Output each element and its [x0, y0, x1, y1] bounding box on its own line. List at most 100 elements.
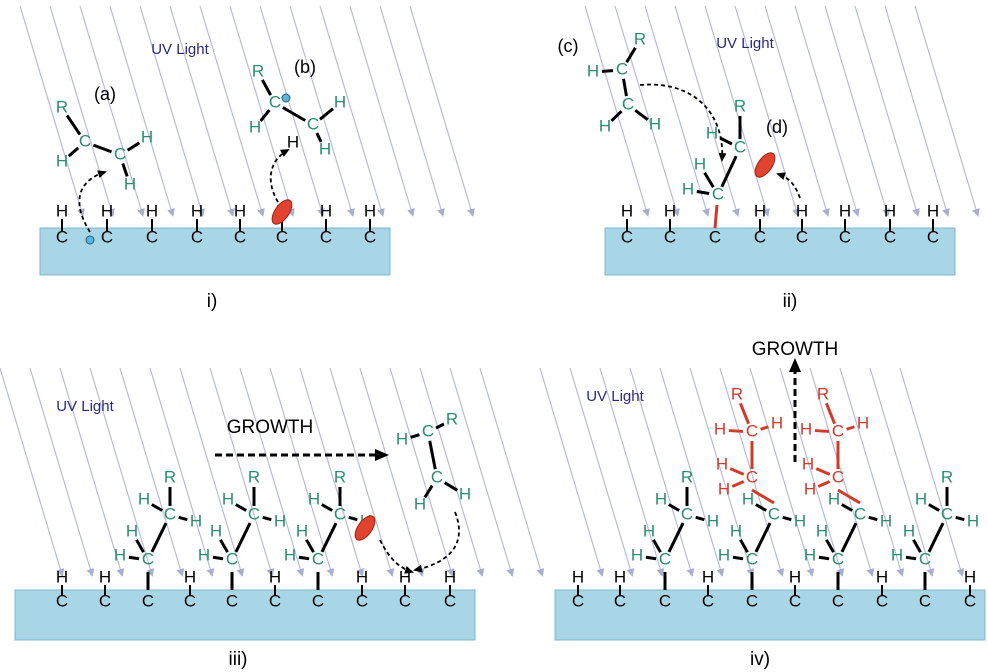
panel-label: iii): [229, 649, 248, 670]
uv-ray: [795, 6, 858, 215]
bond: [213, 557, 223, 558]
atom: H: [396, 429, 408, 448]
surface-carbon: C: [702, 591, 714, 610]
surface-hydrogen: H: [364, 201, 376, 220]
surface-hydrogen: H: [234, 201, 246, 220]
uv-label: UV Light: [56, 398, 114, 415]
bond: [847, 427, 855, 430]
bond: [756, 523, 770, 552]
surface-carbon: C: [614, 591, 626, 610]
atom: R: [734, 96, 746, 115]
atom: C: [616, 59, 628, 78]
atom: H: [707, 511, 719, 530]
atom: C: [307, 114, 319, 133]
growth-label: GROWTH: [752, 339, 839, 360]
bond: [752, 490, 774, 503]
uv-ray: [450, 368, 512, 575]
bond: [722, 156, 736, 187]
atom: H: [802, 454, 814, 473]
atom: R: [56, 97, 68, 116]
surface-carbon: C: [659, 591, 671, 610]
atom: H: [742, 489, 754, 508]
bond: [236, 523, 250, 552]
surface-hydrogen: H: [269, 567, 281, 586]
bond: [349, 517, 358, 519]
uv-ray: [870, 368, 932, 575]
diagram: UV Lighti)(a)(b)HCHCHCHCHCHCHCHCRCHCHHRC…: [0, 0, 988, 672]
atom: C: [79, 131, 91, 150]
atom: H: [141, 127, 153, 146]
atom: H: [138, 489, 150, 508]
uv-ray: [350, 6, 413, 215]
atom: H: [718, 545, 730, 564]
atom: C: [832, 549, 844, 568]
atom: H: [655, 489, 667, 508]
atom: H: [190, 511, 202, 530]
atom: R: [681, 467, 693, 486]
bond: [263, 517, 272, 519]
bond: [129, 557, 139, 558]
atom: H: [828, 489, 840, 508]
uv-ray: [840, 368, 902, 575]
surface-hydrogen: H: [56, 201, 68, 220]
uv-ray: [885, 6, 948, 215]
atom: C: [919, 549, 931, 568]
surface-hydrogen: H: [572, 567, 584, 586]
surface-hydrogen: H: [789, 567, 801, 586]
step-label: (c): [558, 36, 579, 56]
bond: [842, 523, 856, 552]
uv-ray: [410, 6, 473, 215]
surface-hydrogen: H: [146, 201, 158, 220]
surface-hydrogen: H: [839, 201, 851, 220]
step-label: (b): [294, 57, 316, 77]
bond: [929, 504, 939, 510]
bond: [696, 517, 705, 519]
atom: C: [854, 504, 866, 523]
atom: R: [252, 61, 264, 80]
atom: H: [857, 413, 869, 432]
atom: C: [734, 137, 746, 156]
surface-hydrogen: H: [444, 567, 456, 586]
surface-hydrogen: H: [101, 201, 113, 220]
atom: H: [210, 521, 222, 540]
atom: H: [631, 545, 643, 564]
bond: [322, 504, 332, 510]
step-label: (a): [94, 84, 116, 104]
atom: C: [142, 549, 154, 568]
uv-ray: [360, 368, 422, 575]
atom: R: [941, 467, 953, 486]
bond: [816, 469, 829, 475]
surface-carbon: C: [191, 227, 203, 246]
surface: [605, 228, 955, 275]
atom: C: [681, 504, 693, 523]
uv-ray: [180, 368, 242, 575]
bond: [179, 517, 188, 519]
bond: [715, 205, 717, 228]
surface-carbon: C: [709, 227, 721, 246]
atom: H: [599, 116, 611, 135]
atom: H: [296, 521, 308, 540]
surface-hydrogen: H: [320, 201, 332, 220]
atom: H: [891, 545, 903, 564]
surface-hydrogen: H: [754, 201, 766, 220]
atom: H: [718, 479, 730, 498]
surface-hydrogen: H: [99, 567, 111, 586]
atom: H: [716, 454, 728, 473]
electron: [86, 236, 94, 244]
panel-label: i): [207, 291, 218, 312]
atom: H: [308, 489, 320, 508]
atom: R: [634, 29, 646, 48]
atom: H: [587, 61, 599, 80]
uv-ray: [915, 6, 978, 215]
bond: [697, 191, 709, 193]
bond: [869, 517, 878, 519]
uv-ray: [170, 6, 233, 215]
surface-hydrogen: H: [927, 201, 939, 220]
atom: H: [816, 521, 828, 540]
uv-ray: [765, 6, 828, 215]
surface-carbon: C: [320, 227, 332, 246]
surface-carbon: C: [884, 227, 896, 246]
growth-label: GROWTH: [227, 417, 314, 438]
reaction-arrow: [415, 512, 459, 570]
atom: H: [459, 484, 471, 503]
